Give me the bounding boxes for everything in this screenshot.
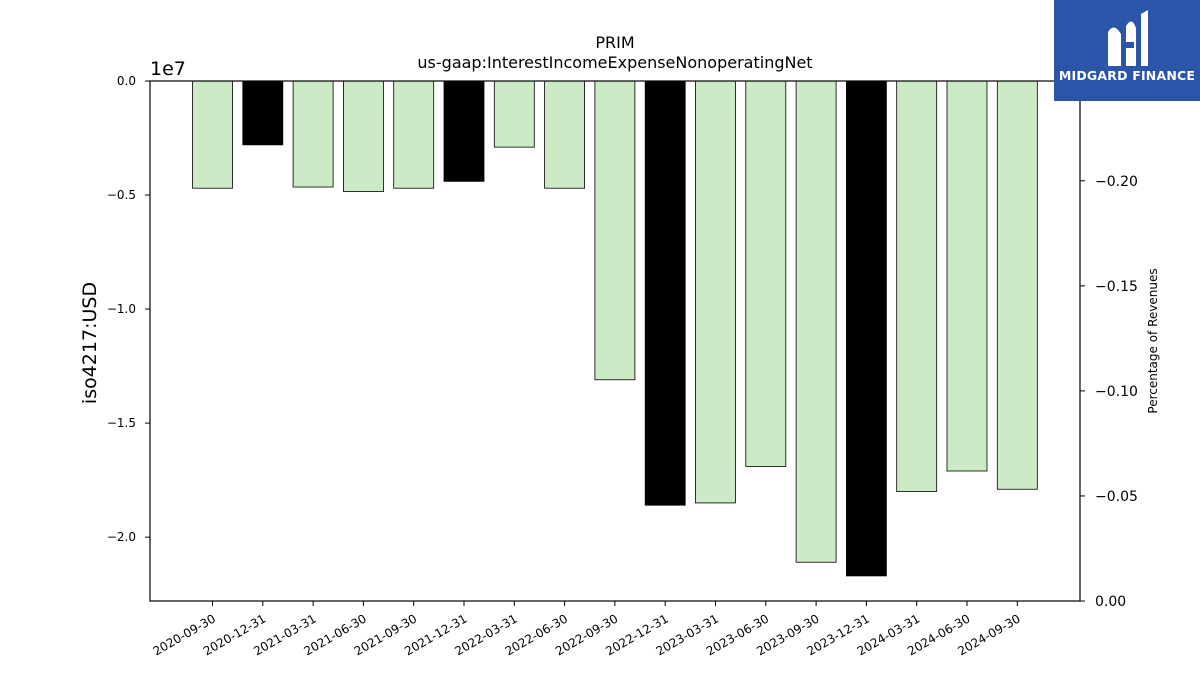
y2-tick-label: −0.15 — [1095, 279, 1138, 295]
y2-tick-label: 0.00 — [1095, 594, 1126, 610]
bars-layer — [192, 80, 1038, 577]
bar-2024-03-31 — [896, 80, 938, 492]
bar-2024-06-30 — [946, 80, 988, 472]
midgard-finance-logo: MIDGARD FINANCE — [1054, 0, 1200, 101]
y-tick-label: −2.0 — [107, 530, 136, 544]
bar-2021-06-30 — [342, 80, 384, 193]
y-axis-label: iso4217:USD — [79, 282, 101, 404]
x-axis: 2020-09-302020-12-312021-03-312021-06-30… — [151, 601, 1023, 658]
bar-2023-06-30 — [745, 80, 787, 467]
bar-2024-09-30 — [996, 80, 1038, 490]
brand-name: MIDGARD FINANCE — [1058, 68, 1196, 83]
midgard-logo-icon — [1108, 10, 1148, 67]
bar-2021-03-31 — [292, 80, 334, 188]
y-axis-right: 0.00 −0.05 −0.10 −0.15 −0.20 — [1080, 174, 1138, 610]
bar-2022-06-30 — [544, 80, 585, 189]
bar-2020-12-31 — [242, 80, 284, 146]
chart-subtitle: us-gaap:InterestIncomeExpenseNonoperatin… — [417, 53, 812, 72]
y-axis-left: 0.0 −0.5 −1.0 −1.5 −2.0 — [107, 74, 150, 544]
y-tick-label: −0.5 — [107, 188, 136, 202]
y2-tick-label: −0.20 — [1095, 174, 1138, 190]
chart-title: PRIM — [595, 33, 634, 52]
bar-2023-12-31 — [846, 80, 887, 577]
bar-2021-12-31 — [443, 80, 485, 182]
bar-2022-09-30 — [594, 80, 636, 381]
y2-tick-label: −0.10 — [1095, 384, 1138, 400]
bar-2020-09-30 — [192, 80, 233, 189]
bar-2021-09-30 — [393, 80, 435, 189]
bar-2022-03-31 — [493, 80, 535, 148]
y2-tick-label: −0.05 — [1095, 489, 1138, 505]
y2-axis-label: Percentage of Revenues — [1146, 268, 1160, 413]
y-tick-label: −1.0 — [107, 302, 136, 316]
bar-2022-12-31 — [644, 80, 686, 506]
y-tick-label: −1.5 — [107, 416, 136, 430]
bar-2023-03-31 — [695, 80, 736, 504]
y-offset-label: 1e7 — [150, 58, 186, 80]
y-tick-label: 0.0 — [117, 74, 136, 88]
bar-2023-09-30 — [795, 80, 837, 563]
